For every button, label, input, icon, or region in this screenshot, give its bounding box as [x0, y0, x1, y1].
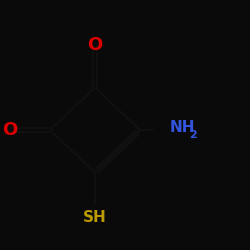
- Text: O: O: [2, 121, 18, 139]
- Text: 2: 2: [190, 130, 197, 140]
- Text: SH: SH: [83, 210, 107, 225]
- Text: O: O: [88, 36, 103, 54]
- Text: NH: NH: [170, 120, 196, 135]
